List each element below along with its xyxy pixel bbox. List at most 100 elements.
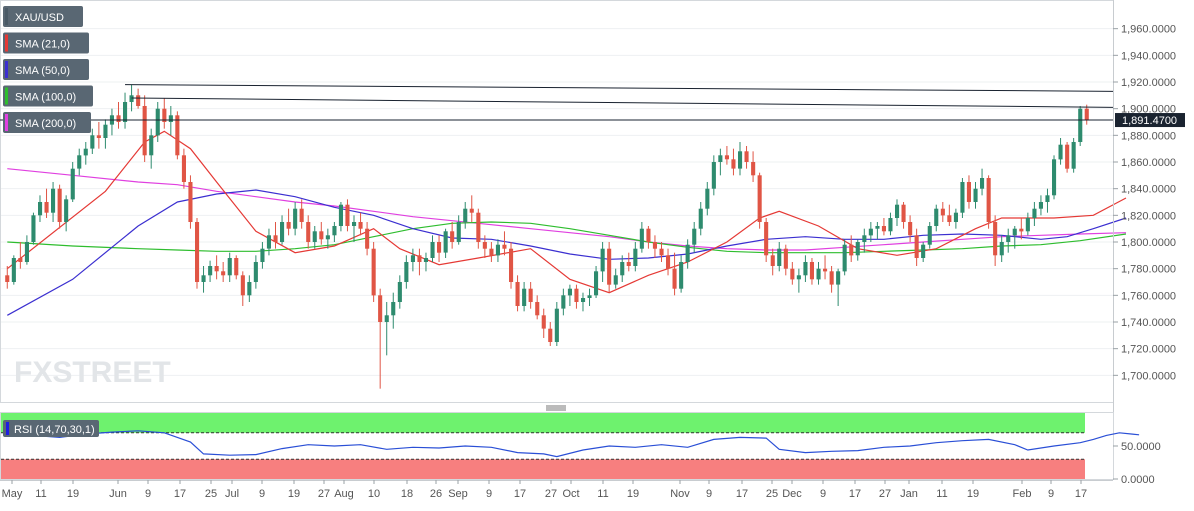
candles [5,84,1089,389]
candle-body [247,282,252,296]
candle [18,242,23,269]
legend-item[interactable]: SMA (21,0) [3,32,89,54]
candle-body [881,226,886,232]
legend-badge [3,112,91,133]
candle [738,142,743,176]
candle [358,212,363,236]
candle-body [280,222,285,242]
candle-body [31,215,36,242]
price-tick-label: 1,920.0000 [1121,77,1176,89]
time-axis: May 11 19 Jun 9 17 25 Jul 9 19 27 Aug 10 18 26 Sep 9 17 27… [0,480,1113,500]
last-price-box [1115,113,1185,128]
candle [221,262,226,282]
price-tick-label: 1,820.0000 [1121,210,1176,222]
legend-item[interactable]: SMA (200,0) [3,112,91,133]
legend-item[interactable]: SMA (100,0) [3,85,93,107]
candle-body [299,208,304,222]
candle [639,222,644,253]
time-tick-label: 9 [145,488,151,500]
candle-body [803,262,808,276]
candle [136,88,141,109]
legend-badge [3,6,83,27]
legend-item[interactable]: XAU/USD [3,6,83,27]
candle-body [51,188,56,213]
price-tick-label: 1,700.0000 [1121,370,1176,382]
candle-body [960,182,965,213]
time-tick-label: 27 [545,488,557,500]
rsi-axis: 50.0000 0.0000 [1113,441,1161,486]
panel-resize-handle[interactable] [546,405,566,411]
candle [881,218,886,236]
price-tick-label: 1,960.0000 [1121,24,1176,36]
candle [260,242,265,269]
candle-body [908,222,913,236]
candle [397,275,402,309]
candle-body [875,226,880,229]
candle-body [476,212,481,242]
candle [142,95,147,162]
candle-body [365,228,370,249]
time-tick-label: Jun [109,488,127,500]
candle [188,175,193,229]
candle-body [1025,218,1030,232]
candle-body [155,108,160,136]
candle-body [1058,144,1063,160]
time-tick-label: 27 [879,488,891,500]
candle [1084,104,1089,125]
time-tick-label: 19 [288,488,300,500]
candle-body [561,295,566,309]
candle [842,239,847,276]
candle-body [809,262,814,280]
candle [352,215,357,242]
candle-body [855,242,860,256]
time-tick-label: 27 [318,488,330,500]
legend-item[interactable]: SMA (50,0) [3,59,89,80]
candle [692,222,697,253]
candle-body [175,115,180,156]
candle-body [437,242,442,253]
candle [443,228,448,258]
legend-swatch [5,87,8,105]
candle [195,218,200,289]
candle [783,244,788,276]
candle [208,260,213,282]
price-tick-label: 1,860.0000 [1121,157,1176,169]
candle [430,235,435,262]
time-tick-label: Aug [334,488,354,500]
candle-body [659,248,664,256]
candle [240,271,245,306]
candle [332,222,337,242]
candle [495,239,500,262]
price-tick-label: 1,720.0000 [1121,344,1176,356]
candle-body [1065,144,1070,169]
candle [940,202,945,222]
candle-body [463,208,468,222]
candle-body [456,222,461,242]
candle [384,302,389,356]
candle [1045,188,1050,213]
candle-body [227,258,232,276]
candle [404,255,409,289]
candle-body [692,228,697,245]
time-tick-label: 19 [967,488,979,500]
candle-body [410,255,415,262]
candle-body [849,244,854,256]
candle-body [24,242,29,262]
candle-body [286,222,291,229]
candle-body [168,115,173,122]
candle-body [829,271,834,285]
candle-body [731,159,736,169]
candle-body [1038,202,1043,209]
candle [168,106,173,136]
candle [437,235,442,262]
candle-body [489,248,494,256]
candle-body [397,282,402,302]
candle-body [162,108,167,122]
candle [927,222,932,249]
candle [155,102,160,142]
candle [70,162,75,202]
candle-body [1052,159,1057,196]
candle-body [1071,142,1076,169]
candle-body [273,235,278,242]
